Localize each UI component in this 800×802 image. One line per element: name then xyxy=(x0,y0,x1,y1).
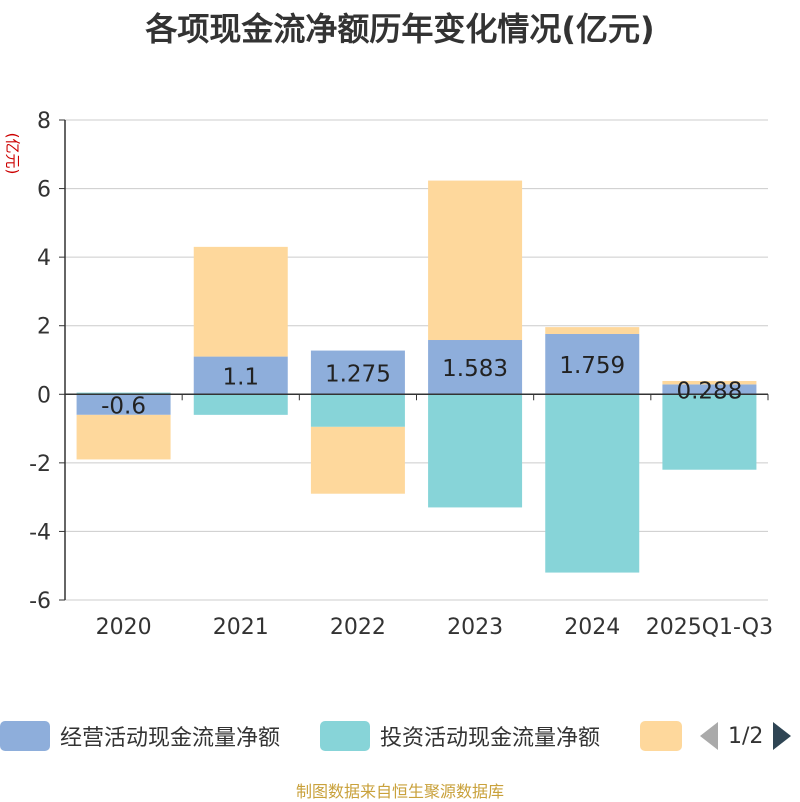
bar-series-0 xyxy=(545,333,640,395)
y-tick-label: 8 xyxy=(37,109,51,134)
legend-page-indicator: 1/2 xyxy=(728,723,764,749)
bar-series-1 xyxy=(662,394,757,470)
bar-series-1 xyxy=(428,394,523,508)
legend-next-arrow-icon[interactable] xyxy=(773,722,792,750)
x-tick-label: 2021 xyxy=(213,615,269,640)
x-tick-label: 2023 xyxy=(447,615,503,640)
bar-series-0 xyxy=(428,340,523,395)
chart-canvas: -6 -4 -2 0 2 4 6 8 2020 2021 2022 2023 2024 2025Q1-Q3… xyxy=(29,109,773,640)
bar-series-1 xyxy=(310,394,405,427)
data-label: 1.583 xyxy=(442,356,508,382)
data-label: 0.288 xyxy=(676,378,742,404)
chart-title: 各项现金流净额历年变化情况(亿元) xyxy=(145,10,655,48)
legend-label-operating: 经营活动现金流量净额 xyxy=(60,726,281,751)
bar-series-2 xyxy=(310,426,405,494)
bar-series-0 xyxy=(662,384,757,395)
bar-series-0 xyxy=(76,394,171,415)
data-label: -0.6 xyxy=(101,394,146,420)
y-tick-label: -6 xyxy=(29,589,51,614)
bar-series-2 xyxy=(545,327,640,334)
y-tick-label: -2 xyxy=(29,452,51,477)
bar-series-2 xyxy=(662,380,757,385)
legend: 经营活动现金流量净额 投资活动现金流量净额 xyxy=(0,718,800,754)
legend-pager: 1/2 xyxy=(700,718,792,754)
legend-item-investing[interactable]: 投资活动现金流量净额 xyxy=(320,718,600,754)
data-label: 1.1 xyxy=(222,364,259,390)
x-tick-label: 2025Q1-Q3 xyxy=(646,615,773,640)
x-tick-label: 2022 xyxy=(330,615,386,640)
y-tick-label: 6 xyxy=(37,178,51,203)
y-tick-label: -4 xyxy=(29,520,51,545)
legend-swatch-financing xyxy=(640,721,682,751)
legend-swatch-investing xyxy=(320,721,370,751)
x-tick-label: 2024 xyxy=(564,615,620,640)
source-footer: 制图数据来自恒生聚源数据库 xyxy=(295,782,504,801)
y-tick-label: 2 xyxy=(37,315,51,340)
bar-series-1 xyxy=(193,394,288,415)
bar-series-0 xyxy=(193,356,288,395)
legend-label-investing: 投资活动现金流量净额 xyxy=(380,726,601,751)
legend-item-financing[interactable] xyxy=(640,718,682,754)
bar-series-2 xyxy=(193,246,288,357)
legend-prev-arrow-icon[interactable] xyxy=(700,722,718,750)
legend-item-operating[interactable]: 经营活动现金流量净额 xyxy=(0,718,280,754)
bar-series-2 xyxy=(76,414,171,460)
bar-series-1 xyxy=(545,394,640,573)
bar-series-0 xyxy=(310,350,405,395)
x-tick-label: 2020 xyxy=(96,615,152,640)
legend-swatch-operating xyxy=(0,721,50,751)
y-tick-label: 4 xyxy=(37,246,51,271)
data-label: 1.759 xyxy=(559,353,625,379)
bar-series-2 xyxy=(428,180,523,341)
data-label: 1.275 xyxy=(325,361,391,387)
y-tick-label: 0 xyxy=(37,383,51,408)
bar-series-1 xyxy=(76,392,171,395)
